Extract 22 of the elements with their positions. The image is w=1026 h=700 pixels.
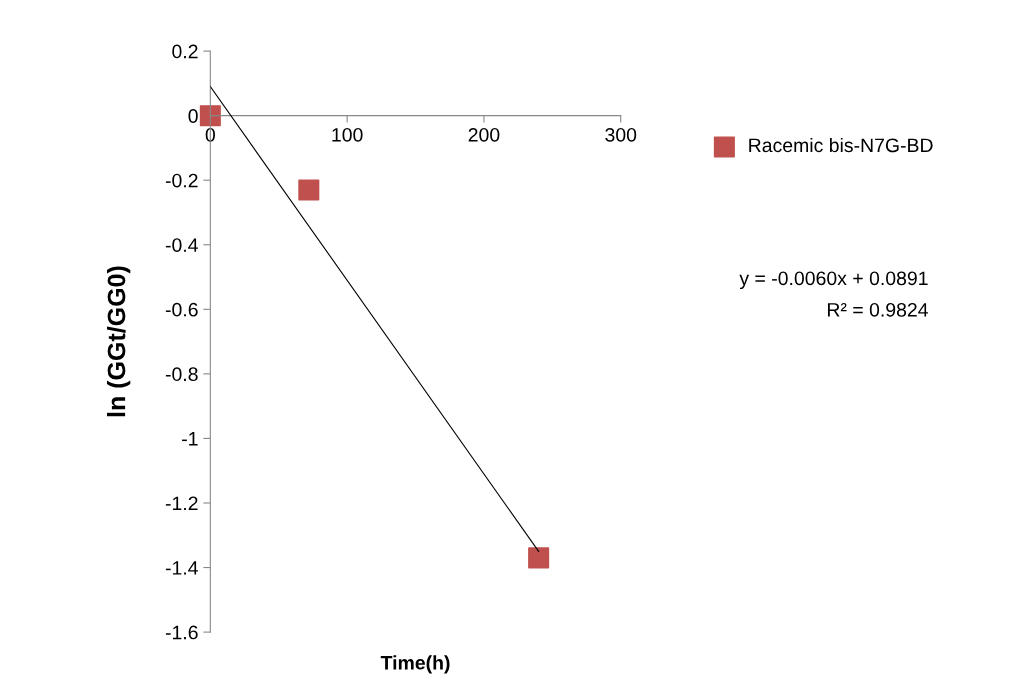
y-tick-label: -1	[182, 432, 198, 446]
y-tick-label: -1.4	[165, 561, 198, 575]
y-tick-label: -1.2	[165, 496, 198, 511]
x-tick-label: 0	[205, 127, 215, 142]
y-tick-label: 0	[188, 109, 198, 123]
point	[528, 547, 550, 569]
y-tick-label: 0.2	[172, 44, 198, 59]
y-tick-label: -0.4	[165, 238, 198, 252]
x-axis-title: Time(h)	[380, 655, 450, 674]
y-tick-label: -0.2	[165, 173, 198, 188]
x-tick-label: 300	[605, 127, 637, 142]
text: y = -0.0060x + 0.0891	[739, 271, 928, 290]
x-tick-label: 100	[332, 127, 363, 142]
y-tick-label: -1.6	[165, 625, 198, 640]
y-tick-label: -0.8	[165, 367, 198, 382]
text: R² = 0.9824	[827, 302, 928, 317]
point	[298, 179, 320, 201]
legend-label: Racemic bis-N7G-BD	[749, 137, 933, 153]
y-axis-title: ln (GGt/GG0)	[107, 266, 131, 417]
x-tick-label: 200	[468, 127, 500, 142]
point	[199, 105, 221, 127]
y-tick-label: -0.6	[165, 302, 198, 317]
